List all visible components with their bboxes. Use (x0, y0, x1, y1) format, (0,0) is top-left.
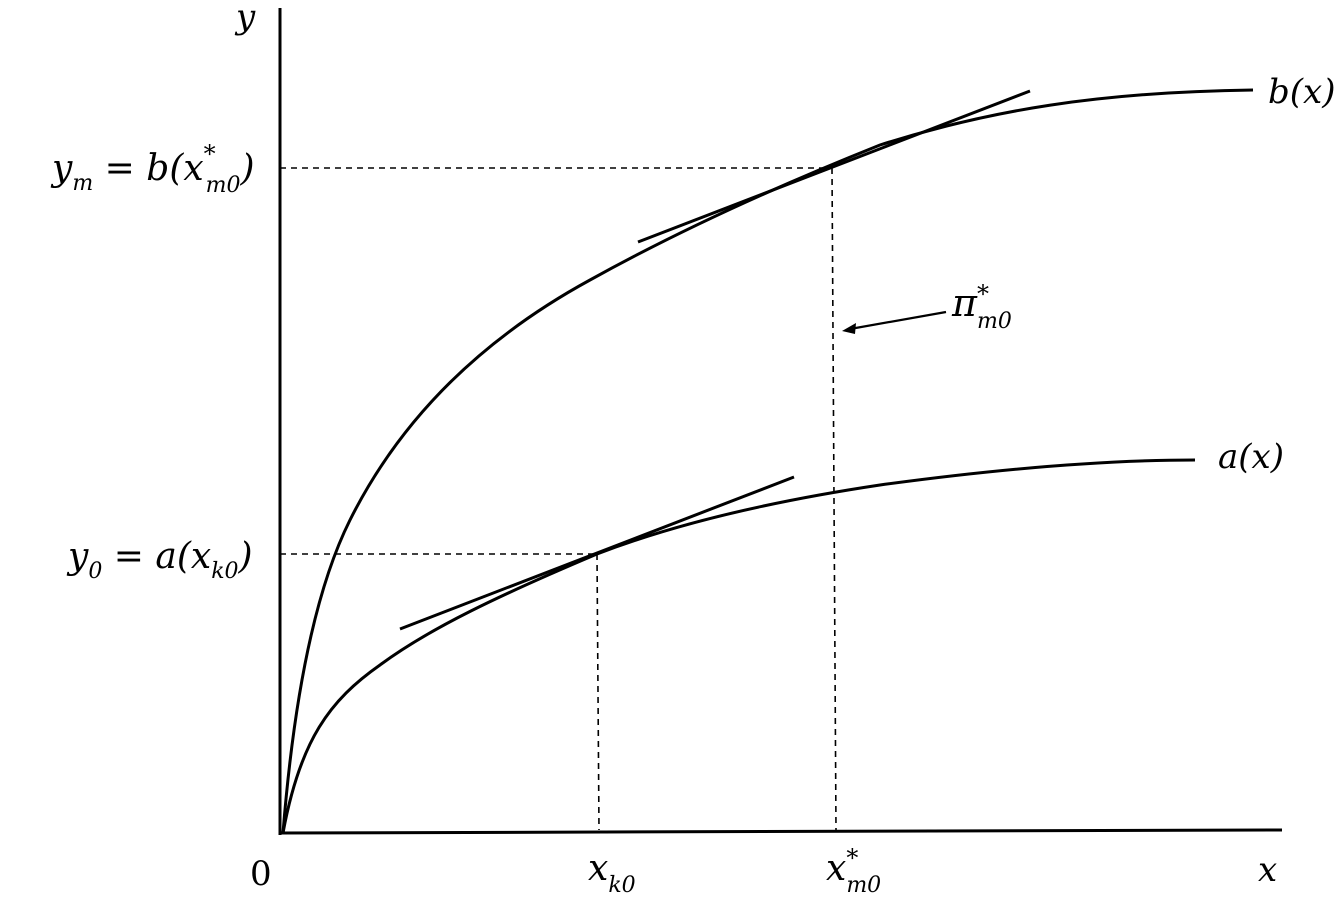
xm0-vertical-guide (831, 167, 837, 831)
curve-a-label: a(x) (1218, 437, 1284, 477)
pi-m0-label: π* m0 (951, 280, 1012, 334)
curve-b-label: b(x) (1268, 72, 1335, 112)
pi-arrow-head (842, 323, 856, 334)
tangent-a-at-xk0 (399, 475, 795, 631)
curve-b (281, 88, 1254, 834)
tangent-b-at-xm0 (637, 89, 1031, 244)
y0-label: y0 = a(xk0) (66, 536, 253, 584)
x-axis (279, 828, 1283, 835)
pi-arrow-line (849, 310, 947, 331)
xk0-label: xk0 (588, 848, 636, 897)
xm0-label: x* m0 (826, 844, 881, 897)
origin-label: 0 (250, 854, 272, 894)
curve-a (281, 458, 1196, 834)
ym-label: ym = b(x* m0) (50, 140, 255, 198)
xk0-vertical-guide (596, 553, 600, 831)
x-axis-label: x (1258, 850, 1277, 890)
y-axis-label: y (234, 0, 256, 37)
